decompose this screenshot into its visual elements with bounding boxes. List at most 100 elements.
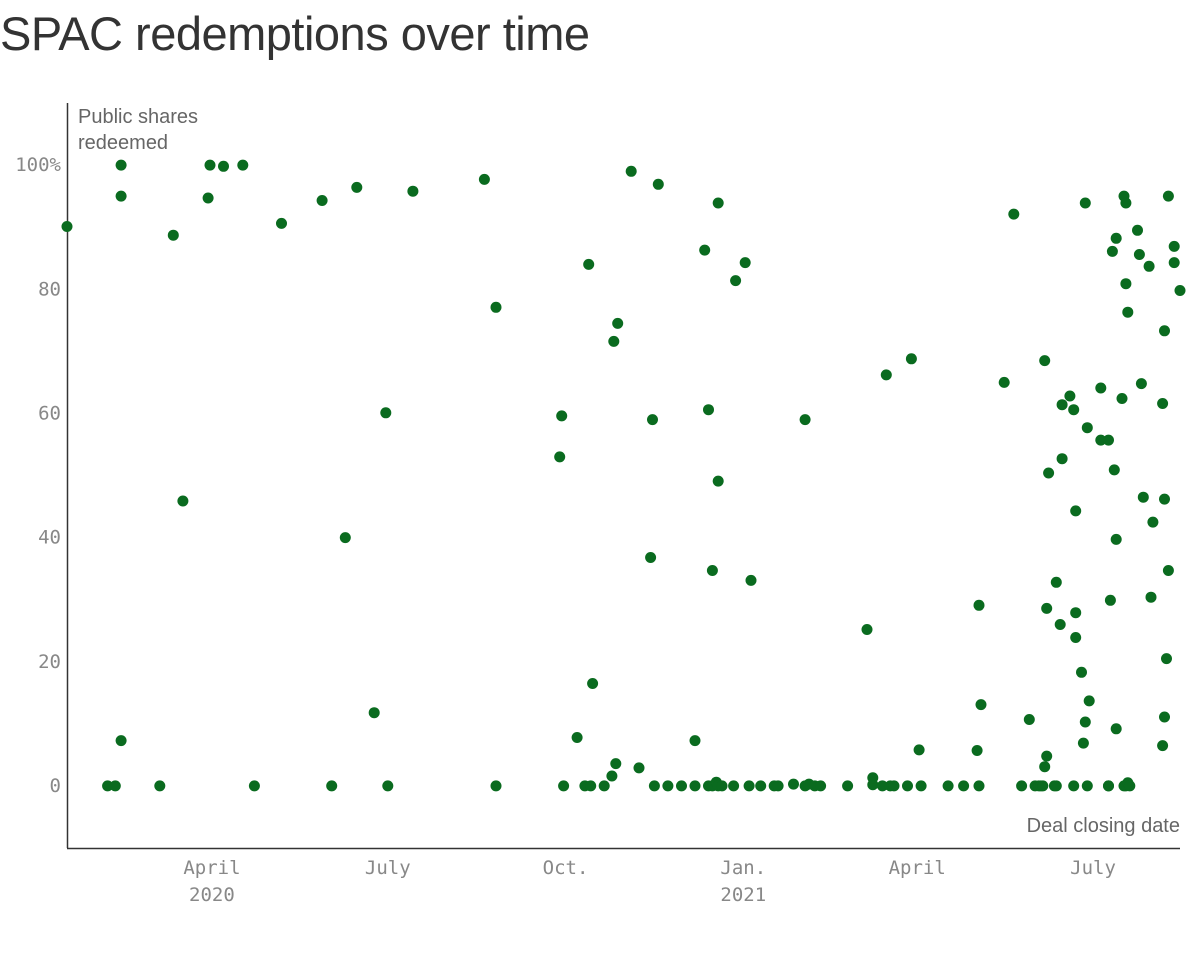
data-point xyxy=(1050,780,1062,792)
data-point xyxy=(662,780,674,792)
data-point xyxy=(1122,306,1134,318)
data-point xyxy=(799,414,811,426)
x-tick-label: Oct. xyxy=(543,857,589,879)
data-point xyxy=(1076,666,1087,678)
data-point xyxy=(716,780,728,792)
data-point xyxy=(1041,602,1053,614)
data-point xyxy=(1103,780,1114,792)
y-tick-label: 60 xyxy=(38,402,61,424)
data-point xyxy=(1159,711,1170,723)
data-point xyxy=(115,190,127,202)
chart-title: SPAC redemptions over time xyxy=(0,7,590,60)
data-point xyxy=(1110,232,1122,244)
x-axis-label: Deal closing date xyxy=(1027,815,1180,837)
data-point xyxy=(1147,516,1159,528)
data-point xyxy=(1106,245,1118,257)
data-point xyxy=(1023,714,1035,725)
data-point xyxy=(815,780,827,792)
data-point xyxy=(1103,434,1114,446)
data-point xyxy=(652,178,664,190)
data-point xyxy=(975,699,987,711)
data-point xyxy=(1095,434,1107,446)
data-point xyxy=(1159,325,1170,337)
data-point xyxy=(606,770,618,782)
data-point xyxy=(1174,285,1186,296)
data-point xyxy=(973,780,985,792)
data-point xyxy=(676,780,687,792)
data-point xyxy=(647,414,658,426)
data-point xyxy=(1157,740,1169,752)
data-point xyxy=(1137,491,1149,503)
data-point xyxy=(1068,404,1080,416)
data-point xyxy=(1159,493,1170,505)
data-point xyxy=(490,780,502,792)
data-point xyxy=(880,369,892,381)
data-point xyxy=(633,762,645,774)
data-point xyxy=(554,451,566,463)
data-point xyxy=(316,195,328,206)
data-point xyxy=(1083,695,1095,707)
x-tick-label: July xyxy=(1070,857,1116,879)
data-point xyxy=(1132,224,1143,236)
data-point xyxy=(1081,422,1093,434)
data-point xyxy=(712,197,724,209)
data-point xyxy=(167,229,179,241)
data-point xyxy=(154,780,166,792)
data-point xyxy=(1039,761,1051,773)
data-point xyxy=(587,678,599,689)
data-point xyxy=(1039,355,1051,367)
y-tick-label: 40 xyxy=(38,527,61,549)
data-point xyxy=(1056,453,1068,465)
y-tick-label: 20 xyxy=(38,651,61,673)
data-point xyxy=(1161,653,1172,665)
data-point xyxy=(942,780,954,792)
data-point xyxy=(598,780,610,792)
data-point xyxy=(102,780,114,792)
data-point xyxy=(1143,260,1155,272)
data-point xyxy=(1110,533,1122,545)
data-point xyxy=(755,780,767,792)
data-point xyxy=(1079,716,1091,728)
data-point xyxy=(1108,464,1120,476)
data-point xyxy=(905,353,917,365)
data-point xyxy=(998,376,1010,388)
data-point xyxy=(1124,780,1136,792)
data-point xyxy=(706,565,718,576)
data-point xyxy=(1043,467,1055,479)
data-point xyxy=(1120,197,1132,209)
data-point xyxy=(1110,723,1122,735)
data-point xyxy=(248,780,260,792)
data-point xyxy=(699,244,711,256)
data-point xyxy=(788,778,799,790)
data-point xyxy=(1037,780,1049,792)
data-point xyxy=(109,780,121,792)
data-point xyxy=(728,780,740,792)
data-point xyxy=(478,173,490,185)
data-point xyxy=(1095,382,1107,394)
x-tick-year-label: 2020 xyxy=(189,884,235,906)
data-point xyxy=(1162,565,1174,576)
x-tick-year-label: 2021 xyxy=(720,884,766,906)
data-point xyxy=(1041,750,1053,762)
data-point xyxy=(407,185,419,197)
data-point xyxy=(1104,594,1116,606)
data-point xyxy=(610,758,622,770)
data-point xyxy=(888,780,900,792)
y-axis-label: Public shares redeemed xyxy=(78,106,198,154)
data-point xyxy=(745,574,757,586)
data-point xyxy=(645,552,657,563)
data-point xyxy=(1079,197,1091,209)
x-tick-label: April xyxy=(183,857,240,879)
data-point xyxy=(1120,278,1132,290)
data-point xyxy=(902,780,913,792)
data-point xyxy=(913,744,925,756)
data-point xyxy=(772,780,784,792)
data-point xyxy=(326,780,338,792)
data-point xyxy=(1070,632,1082,643)
data-point xyxy=(61,221,73,232)
data-point xyxy=(861,624,873,635)
data-point xyxy=(276,217,287,229)
data-point xyxy=(1077,737,1089,749)
data-point xyxy=(958,780,970,792)
data-point xyxy=(1135,378,1147,390)
